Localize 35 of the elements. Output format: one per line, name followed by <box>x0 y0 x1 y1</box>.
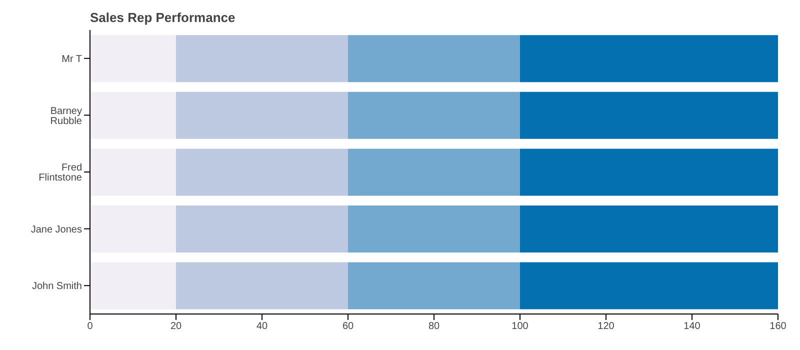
bar <box>176 35 348 82</box>
bar <box>348 35 520 82</box>
x-tick-label: 100 <box>512 321 529 332</box>
y-tick-label: Barney Rubble <box>50 106 82 127</box>
bar <box>90 92 176 139</box>
bar <box>520 262 778 310</box>
y-tick-label: Mr T <box>62 54 82 65</box>
y-tick-label: Jane Jones <box>30 224 82 236</box>
bar <box>520 92 778 139</box>
bar <box>348 92 520 139</box>
x-tick-label: 80 <box>428 321 440 332</box>
bar <box>520 35 778 82</box>
x-tick-label: 40 <box>256 321 268 332</box>
bar <box>520 206 778 253</box>
x-tick-label: 160 <box>770 321 787 332</box>
x-tick-label: 60 <box>342 321 354 332</box>
bar <box>90 35 176 82</box>
bar <box>348 206 520 253</box>
bar <box>176 262 348 310</box>
y-tick-label: John Smith <box>32 281 82 292</box>
bar <box>520 148 778 196</box>
y-tick-label: Fred Flintstone <box>38 162 82 184</box>
bar <box>90 262 176 310</box>
bar <box>348 262 520 310</box>
x-tick-label: 0 <box>87 321 94 332</box>
bar <box>348 148 520 196</box>
x-tick-label: 120 <box>598 321 615 332</box>
bar <box>176 206 348 253</box>
bar <box>176 148 348 196</box>
bar <box>90 206 176 253</box>
chart-title: Sales Rep Performance <box>90 10 236 25</box>
x-tick-label: 20 <box>170 321 182 332</box>
x-tick-label: 140 <box>684 321 701 332</box>
bar <box>90 148 176 196</box>
bar <box>176 92 348 139</box>
